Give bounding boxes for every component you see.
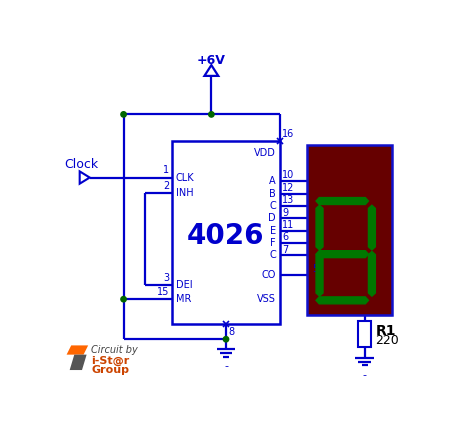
Text: 13: 13 [282, 195, 294, 205]
Circle shape [223, 337, 228, 342]
Polygon shape [316, 251, 323, 296]
Text: 5: 5 [312, 264, 319, 274]
Text: 15: 15 [156, 287, 169, 297]
Text: INH: INH [176, 188, 193, 198]
Bar [358, 321, 371, 347]
Text: 16: 16 [282, 129, 294, 139]
Text: Group: Group [91, 365, 129, 375]
Text: Circuit by: Circuit by [91, 345, 138, 355]
Text: VDD: VDD [254, 148, 276, 158]
Text: 12: 12 [282, 183, 294, 193]
Text: CO: CO [262, 270, 276, 279]
Text: VSS: VSS [257, 294, 276, 304]
Polygon shape [204, 65, 219, 76]
Text: D: D [268, 213, 276, 224]
Text: B: B [269, 189, 276, 199]
Text: 11: 11 [282, 220, 294, 230]
Text: 3: 3 [163, 273, 169, 283]
Polygon shape [66, 345, 88, 355]
Text: 7: 7 [282, 245, 289, 254]
Text: 4026: 4026 [187, 223, 265, 250]
Text: +6V: +6V [197, 54, 226, 67]
Text: i-St@r: i-St@r [91, 356, 129, 366]
Text: -: - [363, 370, 366, 380]
Polygon shape [316, 251, 368, 257]
Text: 8: 8 [228, 327, 235, 337]
Polygon shape [316, 297, 368, 304]
Text: 10: 10 [282, 170, 294, 180]
Polygon shape [368, 251, 375, 296]
Bar [172, 141, 280, 324]
Text: MR: MR [176, 294, 191, 304]
Text: C: C [269, 201, 276, 211]
Text: C: C [269, 250, 276, 260]
Polygon shape [368, 205, 375, 250]
Text: -: - [224, 362, 228, 371]
Text: E: E [270, 226, 276, 236]
Polygon shape [316, 205, 323, 250]
Text: 2: 2 [163, 181, 169, 191]
Text: 6: 6 [282, 232, 288, 242]
Text: F: F [270, 238, 276, 248]
Text: CLK: CLK [176, 172, 194, 183]
Polygon shape [70, 355, 87, 370]
Text: 1: 1 [163, 165, 169, 175]
Circle shape [209, 112, 214, 117]
Text: A: A [269, 176, 276, 186]
Text: DEI: DEI [176, 280, 192, 290]
Polygon shape [316, 198, 368, 205]
Bar [307, 145, 392, 315]
Text: Clock: Clock [64, 158, 99, 171]
Text: 220: 220 [375, 334, 399, 347]
Text: 9: 9 [282, 208, 288, 217]
Polygon shape [80, 172, 90, 184]
Circle shape [121, 112, 126, 117]
Text: R1: R1 [375, 324, 396, 338]
Circle shape [121, 297, 126, 302]
